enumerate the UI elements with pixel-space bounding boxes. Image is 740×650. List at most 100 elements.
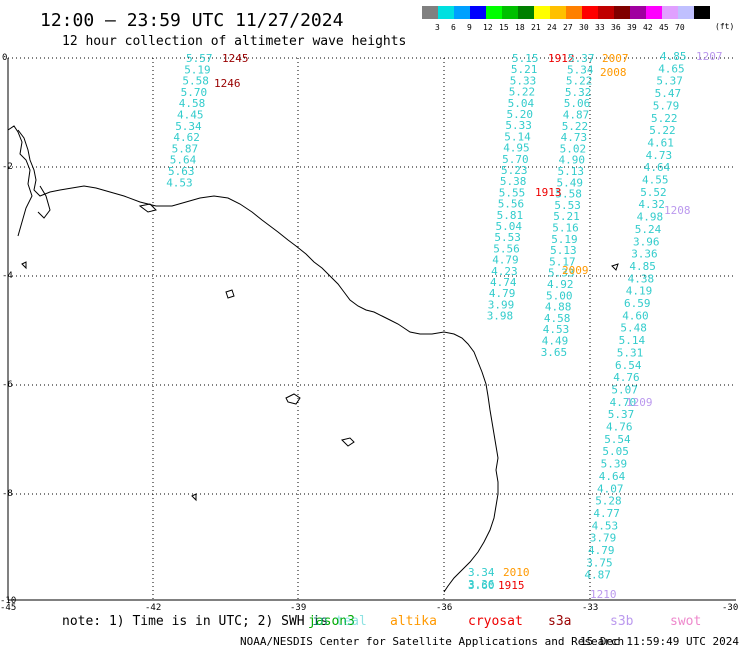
wave-height-label: 4.60 [622, 309, 649, 322]
wave-height-label: 5.17 [549, 255, 576, 268]
wave-height-label: 4.61 [647, 136, 674, 149]
wave-height-label: 5.63 [168, 165, 195, 178]
wave-height-label: 4.23 [491, 265, 517, 278]
wave-height-label: 5.06 [564, 97, 591, 110]
wave-height-label: 4.49 [542, 335, 569, 348]
wave-height-label: 5.22 [651, 112, 678, 125]
wave-height-label: 3.79 [590, 532, 617, 545]
wave-height-label: 3.60 [468, 579, 495, 592]
y-tick-label: -6 [2, 380, 13, 390]
pass-time-label: 2007 [602, 52, 629, 65]
wave-height-label: 4.19 [626, 285, 653, 298]
wave-height-label: 5.64 [170, 154, 197, 167]
island [191, 493, 197, 502]
wave-height-label: 4.74 [490, 276, 517, 289]
legend-swatch [582, 6, 598, 19]
wave-height-label: 4.87 [563, 109, 590, 122]
wave-height-label: 3.99 [488, 298, 515, 311]
wave-height-label: 4.73 [561, 131, 588, 144]
legend-label: 18 [515, 23, 525, 32]
wave-height-label: 5.04 [508, 97, 535, 110]
wave-height-label: 4.64 [644, 161, 671, 174]
legend-swatch [518, 6, 534, 19]
map-subtitle: 12 hour collection of altimeter wave hei… [62, 34, 406, 49]
note-prefix: note: 1) Time is in UTC; 2) SWH is [62, 614, 328, 629]
wave-height-label: 6.54 [615, 359, 642, 372]
legend-swatch [502, 6, 518, 19]
legend-unit: (ft) [715, 22, 734, 31]
wave-height-label: 5.81 [497, 209, 523, 222]
x-tick-label: -36 [436, 603, 452, 613]
legend-swatch [630, 6, 646, 19]
wave-height-label: 6.59 [624, 297, 651, 310]
pass-time-label: 1246 [214, 77, 241, 90]
legend-swatch [598, 6, 614, 19]
pass-time-label: 1245 [222, 52, 249, 65]
wave-height-label: 5.04 [496, 220, 523, 233]
wave-height-label: 5.70 [502, 153, 528, 166]
wave-height-label: 5.23 [501, 164, 528, 177]
wave-height-label: 4.38 [628, 272, 655, 285]
note-s3b: s3b [610, 614, 634, 629]
island [138, 203, 157, 213]
note-cryosat: cryosat [468, 614, 523, 629]
wave-height-label: 4.07 [597, 482, 624, 495]
wave-height-label: 5.14 [619, 334, 646, 347]
legend-label: 12 [483, 23, 493, 32]
y-tick-label: -2 [2, 162, 13, 172]
wave-tracks: 5.575.195.585.704.584.455.344.625.875.64… [166, 50, 722, 601]
wave-height-label: 5.07 [611, 383, 638, 396]
legend-label: 6 [451, 23, 456, 32]
legend-swatch [470, 6, 486, 19]
wave-height-label: 5.56 [498, 198, 525, 211]
wave-height-label: 5.22 [566, 75, 593, 88]
legend-label: 9 [467, 23, 472, 32]
note-s3a: s3a [548, 614, 571, 629]
legend-swatch [566, 6, 582, 19]
legend-swatch [454, 6, 470, 19]
legend-swatch [486, 6, 502, 19]
pass-time-label: 1208 [664, 204, 691, 217]
wave-height-label: 3.98 [487, 310, 514, 323]
wave-height-label: 5.49 [557, 176, 584, 189]
legend-label: 36 [611, 23, 621, 32]
x-tick-label: -45 [0, 603, 16, 613]
wave-height-label: 5.34 [175, 120, 202, 133]
island [21, 261, 27, 270]
wave-height-label: 5.19 [551, 233, 578, 246]
coastline [17, 129, 499, 593]
note: note: 1) Time is in UTC; 2) SWH is jason… [62, 614, 701, 629]
wave-height-label: 5.79 [653, 99, 680, 112]
map-title: 12:00 — 23:59 UTC 11/27/2024 [40, 10, 343, 31]
wave-height-label: 4.76 [613, 371, 640, 384]
island [611, 263, 619, 271]
wave-height-label: 4.92 [547, 278, 574, 291]
coastline-north [7, 125, 51, 237]
legend-label: 24 [547, 23, 557, 32]
wave-height-label: 4.45 [177, 109, 204, 122]
wave-height-label: 5.70 [181, 86, 208, 99]
x-tick-label: -42 [145, 603, 161, 613]
x-tick-label: -39 [290, 603, 306, 613]
note-swot: swot [670, 614, 701, 629]
wave-height-label: 4.79 [489, 287, 516, 300]
pass-time-label: 2010 [503, 566, 530, 579]
wave-height-label: 5.32 [565, 86, 592, 99]
wave-height-label: 5.53 [494, 231, 521, 244]
wave-height-label: 4.53 [166, 176, 193, 189]
island [341, 437, 355, 447]
wave-height-label: 3.96 [633, 235, 660, 248]
y-tick-label: -8 [2, 489, 13, 499]
wave-height-label: 4.58 [544, 312, 571, 325]
wave-height-label: 5.13 [550, 244, 577, 257]
pass-time-label: 1207 [696, 50, 723, 63]
wave-height-label: 5.05 [602, 445, 629, 458]
wave-height-label: 4.76 [606, 421, 633, 434]
wave-height-label: 5.22 [562, 120, 589, 133]
y-tick-label: -4 [2, 271, 13, 281]
wave-height-label: 5.22 [649, 124, 676, 137]
wave-height-label: 5.33 [510, 74, 537, 87]
island [225, 289, 235, 299]
legend-label: 27 [563, 23, 573, 32]
